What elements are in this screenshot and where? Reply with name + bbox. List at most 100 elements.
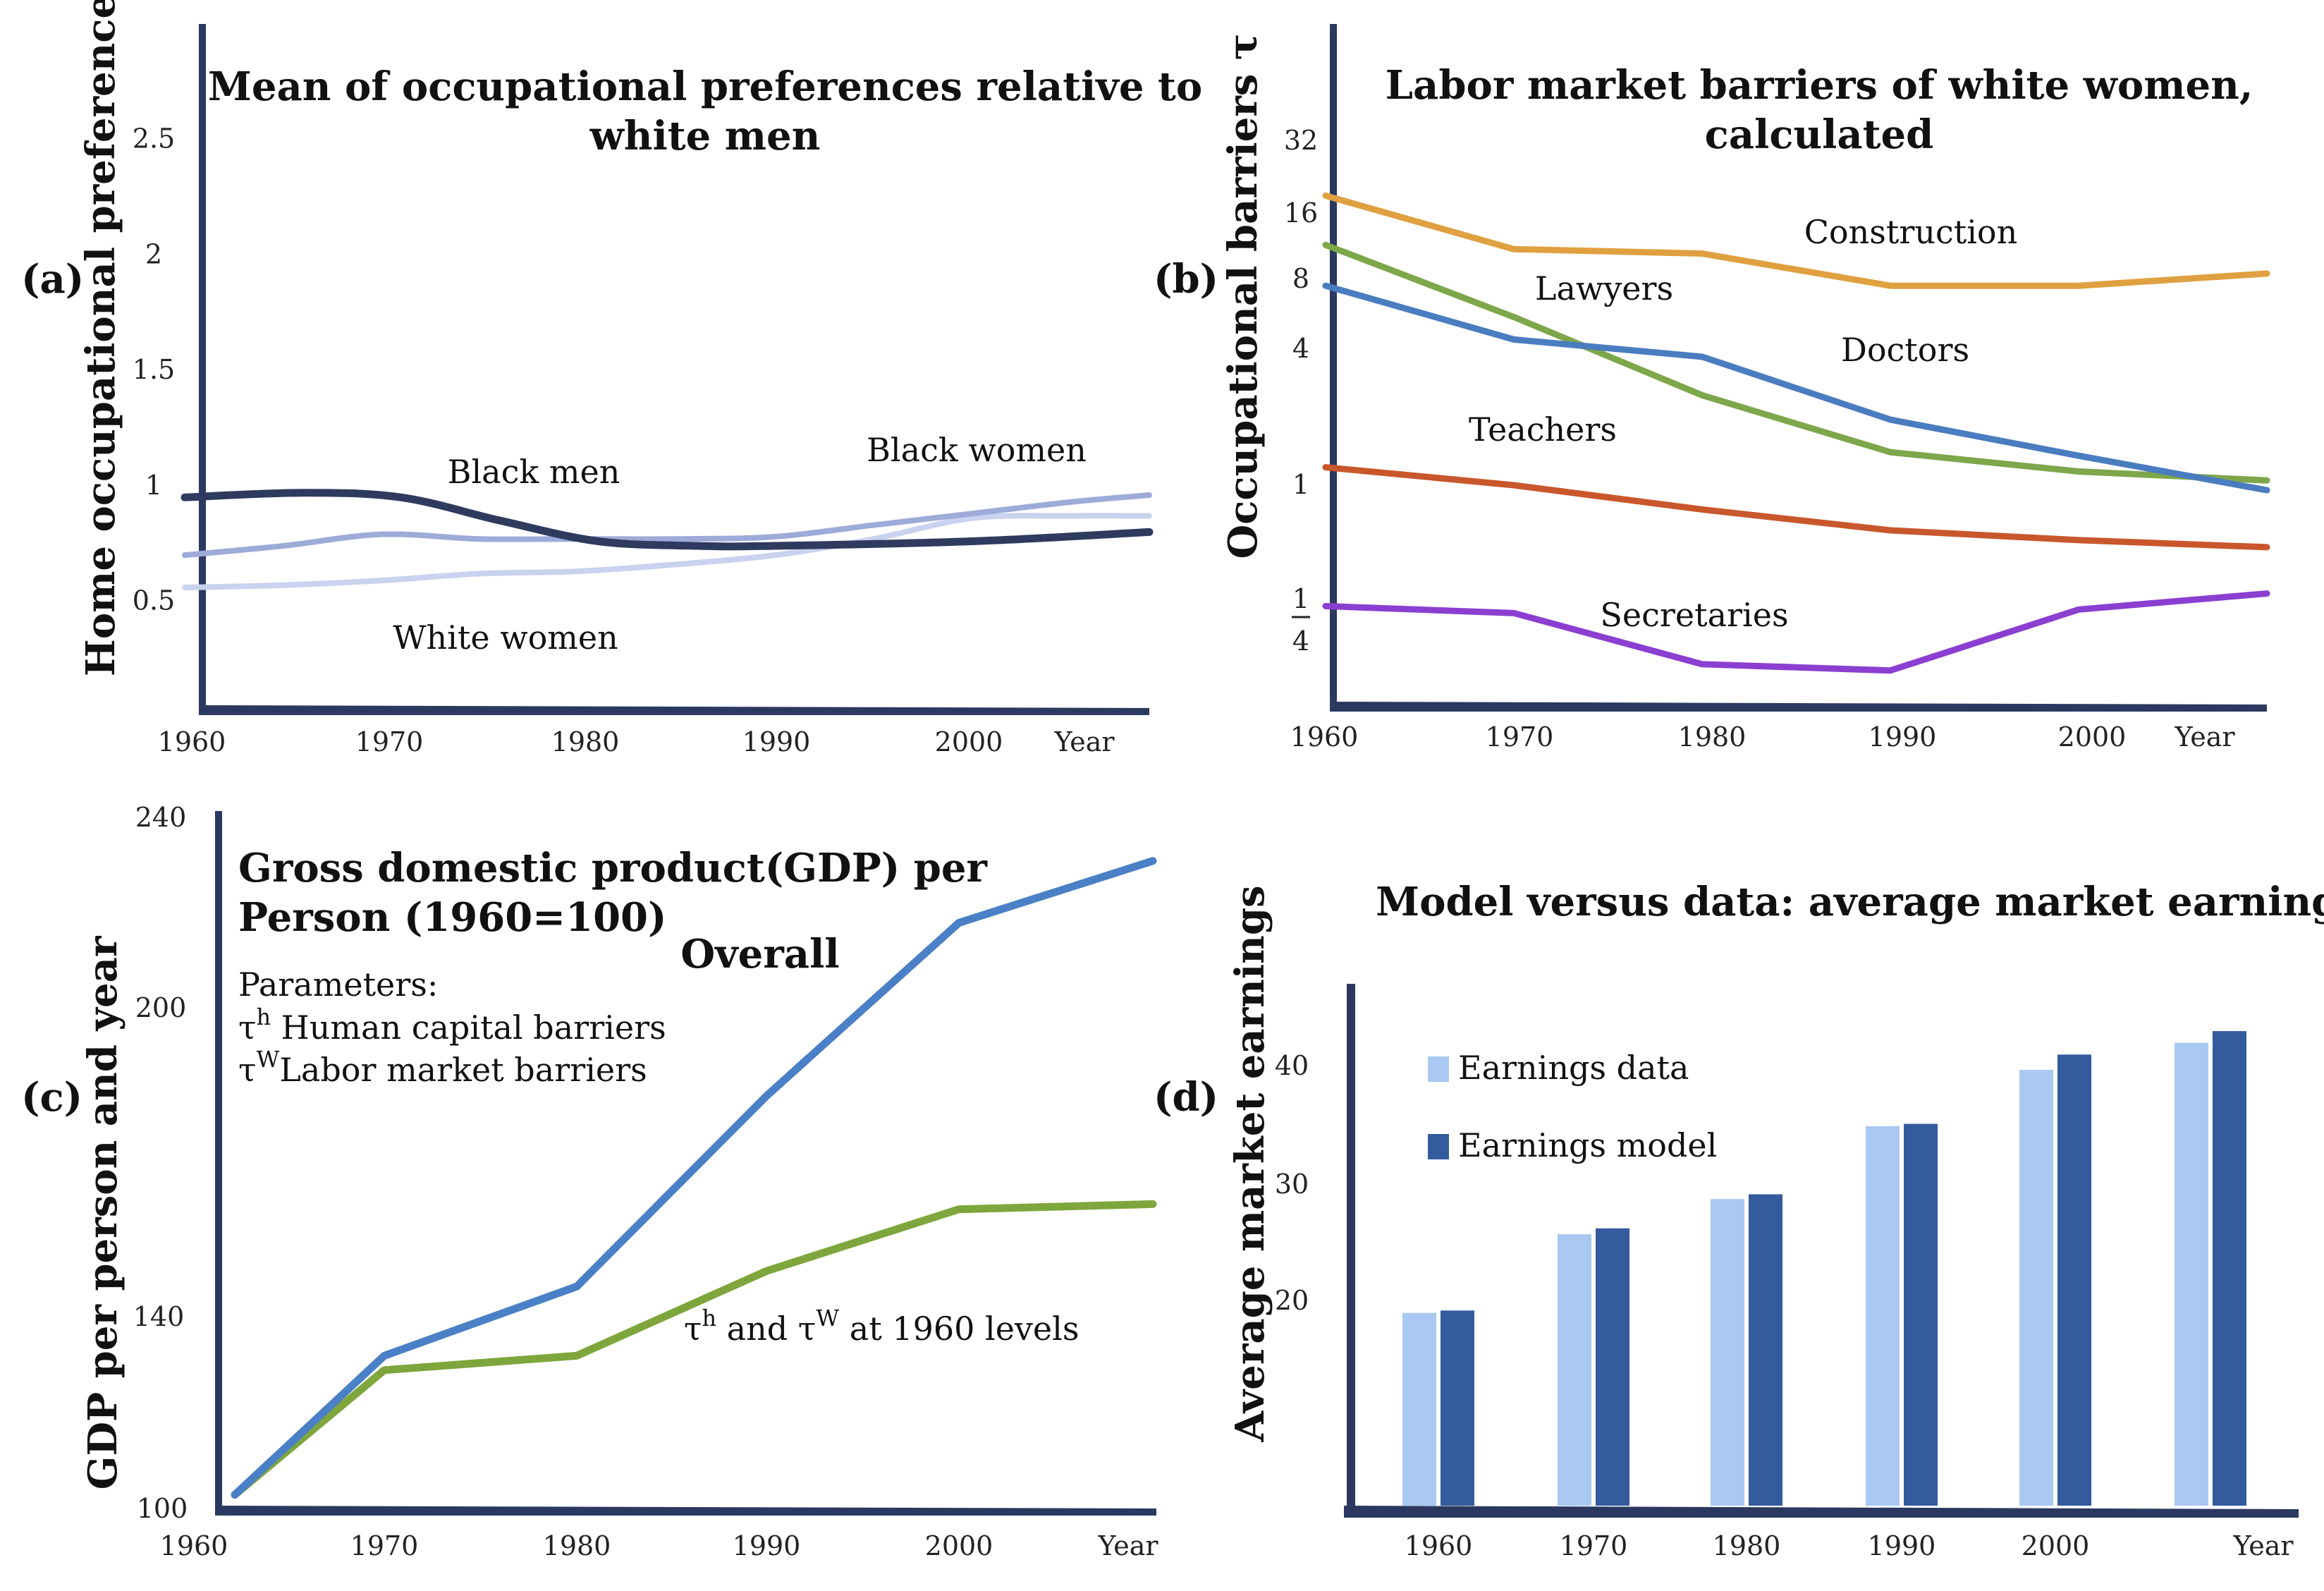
series-label: White women: [393, 618, 618, 657]
legend-label: Earnings model: [1458, 1126, 1717, 1164]
series-label: Teachers: [1469, 410, 1617, 449]
label-sup: h: [702, 1305, 716, 1331]
x-tick-label: 2000: [2022, 1530, 2090, 1561]
y-tick-label: 140: [133, 1301, 185, 1332]
bar-earnings-data: [1558, 1234, 1591, 1506]
parameter-labor-market: τWLabor market barriers: [238, 1046, 647, 1089]
bar-earnings-model: [1904, 1123, 1938, 1506]
label-sup: W: [816, 1305, 839, 1331]
series-label: Black men: [448, 453, 620, 491]
x-tick-label: 1960: [160, 1530, 228, 1561]
y-tick-label: 8: [1292, 263, 1309, 294]
label-part: τ: [684, 1310, 702, 1348]
bar-earnings-model: [1441, 1310, 1474, 1506]
panel-label: (a): [21, 256, 84, 303]
y-axis-label: Home occupational preference: [78, 0, 124, 676]
param-superscript: h: [256, 1004, 271, 1030]
y-axis-line: [199, 24, 206, 715]
x-tick-label: 1990: [1869, 721, 1937, 752]
param-text: Labor market barriers: [279, 1051, 647, 1089]
x-tick-label: 1980: [551, 726, 620, 757]
series-line-white-women: [182, 513, 1152, 590]
bar-earnings-data: [2175, 1042, 2208, 1506]
panel-a: Mean of occupational preferences relativ…: [21, 0, 1202, 757]
y-tick-label: 240: [135, 802, 187, 833]
y-tick-label: 1: [1292, 583, 1309, 614]
y-tick-label: 1: [1292, 469, 1309, 500]
x-axis-label: Year: [2174, 721, 2235, 752]
x-axis-label: Year: [1097, 1530, 1158, 1561]
x-tick-label: 1980: [1678, 721, 1747, 752]
panel-b: Labor market barriers of white women,cal…: [1154, 24, 2270, 752]
x-tick-label: 1980: [1713, 1530, 1781, 1561]
series-line-doctors: [1322, 282, 2270, 494]
y-tick-label: 40: [1275, 1050, 1309, 1081]
bar-earnings-model: [2057, 1054, 2091, 1506]
series-line-fixed-barriers: [231, 1200, 1157, 1499]
bar-earnings-model: [2213, 1031, 2246, 1506]
x-tick-label: 1960: [158, 726, 226, 757]
x-tick-label: 1970: [355, 726, 424, 757]
legend-label: Earnings data: [1458, 1049, 1689, 1087]
panel-label: (b): [1154, 256, 1218, 303]
y-tick-label: 4: [1292, 626, 1309, 657]
y-tick-label: 16: [1284, 197, 1318, 228]
y-axis-label: Occupational barriers τ: [1220, 34, 1266, 559]
chart-title-line: calculated: [1705, 111, 1934, 158]
x-axis-label: Year: [2232, 1530, 2294, 1561]
x-axis-line: [206, 705, 1149, 715]
legend-swatch-model: [1428, 1134, 1449, 1159]
label-part: at 1960 levels: [839, 1310, 1079, 1348]
x-tick-label: 1990: [742, 726, 811, 757]
bar-earnings-data: [1402, 1312, 1436, 1506]
series-label: Overall: [680, 931, 839, 977]
y-tick-label: 200: [135, 992, 187, 1023]
series-label: Black women: [867, 431, 1087, 469]
label-part: and τ: [716, 1310, 816, 1348]
series-label: Lawyers: [1535, 269, 1673, 307]
x-tick-label: 1980: [543, 1530, 611, 1561]
parameters-heading: Parameters:: [238, 965, 438, 1004]
x-axis-line: [1344, 1506, 2299, 1518]
x-tick-label: 1960: [1405, 1530, 1473, 1561]
param-text: Human capital barriers: [271, 1008, 666, 1047]
chart-title-line: Gross domestic product(GDP) per: [238, 845, 989, 891]
param-symbol: τ: [238, 1008, 256, 1047]
panel-d: Model versus data: average market earnin…: [1154, 879, 2324, 1561]
y-axis-line: [1347, 984, 1355, 1518]
x-tick-label: 1970: [350, 1530, 419, 1561]
series-label: Construction: [1804, 213, 2018, 251]
bar-earnings-data: [1711, 1199, 1744, 1506]
series-line-lawyers: [1322, 241, 2270, 484]
legend-swatch-data: [1428, 1056, 1449, 1082]
series-label: Doctors: [1841, 331, 1969, 369]
y-tick-label: 100: [137, 1493, 188, 1524]
x-tick-label: 2000: [935, 726, 1003, 757]
param-superscript: W: [256, 1046, 279, 1073]
bar-earnings-model: [1749, 1194, 1782, 1506]
y-tick-label: 2.5: [133, 123, 175, 154]
chart-title-line: Mean of occupational preferences relativ…: [208, 63, 1202, 110]
y-tick-label: 1: [145, 470, 162, 501]
x-tick-label: 1970: [1560, 1530, 1628, 1561]
chart-title-line: Model versus data: average market earnin…: [1376, 879, 2324, 925]
series-line-black-women: [182, 492, 1152, 559]
bar-earnings-data: [2019, 1069, 2053, 1506]
y-axis-line: [215, 811, 222, 1516]
y-tick-label: 0.5: [133, 585, 175, 616]
bar-earnings-model: [1596, 1228, 1629, 1506]
y-tick-label: 30: [1275, 1169, 1309, 1200]
bar-earnings-data: [1866, 1126, 1900, 1506]
parameter-human-capital: τh Human capital barriers: [238, 1004, 666, 1047]
x-axis-label: Year: [1053, 726, 1115, 757]
panel-label: (d): [1154, 1074, 1218, 1121]
x-tick-label: 1970: [1486, 721, 1554, 752]
x-tick-label: 1990: [1868, 1530, 1936, 1561]
series-label-fixed: τh and τW at 1960 levels: [684, 1305, 1079, 1348]
x-tick-label: 2000: [2058, 721, 2127, 752]
x-tick-label: 2000: [925, 1530, 993, 1561]
series-line-black-men: [181, 489, 1154, 551]
chart-root: Mean of occupational preferences relativ…: [21, 0, 2324, 1561]
